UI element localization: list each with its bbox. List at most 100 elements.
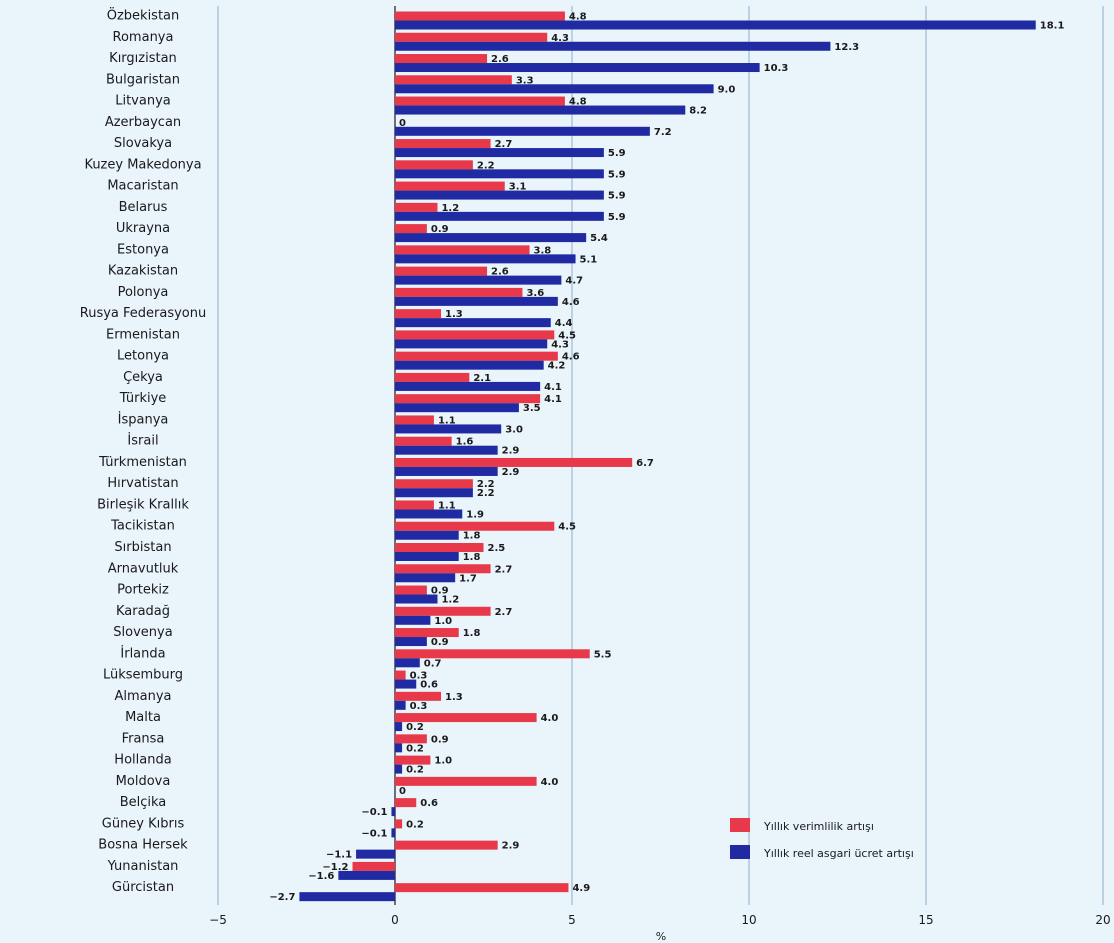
data-label: 7.2	[654, 127, 672, 138]
data-label: 1.8	[463, 531, 481, 542]
category-label: Belarus	[119, 200, 168, 215]
bar-wage	[395, 594, 438, 604]
bar-wage	[395, 615, 431, 625]
data-label: 5.9	[608, 212, 626, 223]
data-label: 1.8	[463, 552, 481, 563]
data-label: 1.3	[445, 692, 463, 703]
data-label: 4.5	[558, 522, 576, 533]
x-tick-label: 15	[918, 913, 933, 927]
bar-productivity	[395, 883, 569, 893]
data-label: 1.1	[438, 415, 456, 426]
category-label: Ermenistan	[106, 327, 180, 342]
bar-productivity	[395, 840, 498, 850]
bar-productivity	[395, 309, 442, 319]
category-label: Güney Kıbrıs	[102, 816, 185, 831]
data-label: 4.1	[544, 382, 562, 393]
category-label: Ukrayna	[116, 221, 170, 236]
bar-productivity	[395, 75, 512, 85]
data-label: 1.7	[459, 573, 477, 584]
bar-wage	[395, 658, 420, 668]
bar-wage	[395, 275, 562, 285]
category-label: Letonya	[117, 349, 169, 364]
data-label: 5.5	[594, 649, 612, 660]
data-label: −0.1	[361, 807, 387, 818]
bar-wage	[395, 424, 502, 434]
bar-productivity	[395, 139, 491, 149]
data-label: 0.9	[431, 637, 449, 648]
category-label: Malta	[125, 710, 161, 725]
category-label: Kuzey Makedonya	[84, 157, 201, 172]
bar-wage	[395, 339, 548, 349]
bar-productivity	[395, 287, 523, 297]
data-label: 5.9	[608, 169, 626, 180]
data-label: 3.0	[505, 424, 523, 435]
bar-wage	[338, 870, 395, 880]
data-label: 1.2	[441, 595, 459, 606]
bar-wage	[395, 722, 403, 732]
data-label: 4.1	[544, 394, 562, 405]
category-label: Türkiye	[119, 391, 167, 406]
category-label: Kırgızistan	[109, 51, 177, 66]
bar-productivity	[395, 11, 565, 21]
bar-productivity	[395, 54, 488, 64]
category-label: Hırvatistan	[107, 476, 178, 491]
category-label: Karadağ	[116, 604, 170, 619]
category-label: Lüksemburg	[103, 668, 183, 683]
category-label: İrlanda	[120, 645, 165, 661]
category-label: Litvanya	[115, 94, 171, 109]
data-label: 5.4	[590, 233, 608, 244]
bar-productivity	[395, 521, 555, 531]
data-label: 12.3	[834, 42, 859, 53]
data-label: 0.2	[406, 722, 424, 733]
data-label: 3.8	[534, 245, 552, 256]
bar-wage	[395, 148, 604, 158]
data-label: 2.9	[502, 467, 520, 478]
bar-productivity	[395, 713, 537, 723]
bar-productivity	[395, 96, 565, 106]
bar-wage	[395, 20, 1036, 30]
bar-wage	[395, 211, 604, 221]
bar-productivity	[395, 415, 434, 425]
data-label: 1.0	[434, 756, 452, 767]
data-label: 0.2	[406, 765, 424, 776]
data-label: 1.3	[445, 309, 463, 320]
data-label: 0.2	[406, 819, 424, 830]
bar-productivity	[395, 734, 427, 744]
data-label: 1.8	[463, 628, 481, 639]
legend-label-productivity: Yıllık verimlilik artışı	[763, 820, 874, 833]
bar-wage	[395, 509, 463, 519]
bar-productivity	[395, 479, 473, 489]
x-tick-label: −5	[209, 913, 227, 927]
data-label: 0.9	[431, 734, 449, 745]
bar-wage	[395, 254, 576, 264]
data-label: 2.5	[488, 543, 506, 554]
data-label: 5.9	[608, 191, 626, 202]
bar-wage	[395, 63, 760, 73]
bar-productivity	[395, 266, 488, 276]
data-label: 2.6	[491, 54, 509, 65]
bar-productivity	[395, 670, 406, 680]
bar-productivity	[395, 776, 537, 786]
category-label: Tacikistan	[110, 519, 175, 534]
bar-productivity	[395, 606, 491, 616]
data-label: 5.9	[608, 148, 626, 159]
bar-productivity	[395, 394, 541, 404]
bar-productivity	[395, 543, 484, 552]
data-label: 2.7	[495, 607, 513, 618]
category-label: Kazakistan	[108, 264, 178, 279]
data-label: 1.6	[456, 437, 474, 448]
x-tick-label: 20	[1095, 913, 1110, 927]
data-label: 5.1	[580, 254, 598, 265]
category-label: Estonya	[117, 242, 169, 257]
bar-wage	[395, 41, 831, 51]
data-label: 0.7	[424, 658, 442, 669]
data-label: 2.2	[477, 488, 495, 499]
data-label: 2.7	[495, 564, 513, 575]
data-label: 2.7	[495, 139, 513, 150]
data-label: 1.9	[466, 509, 484, 520]
bar-wage	[395, 403, 519, 413]
data-label: 0	[399, 786, 406, 797]
data-label: 0.3	[410, 701, 428, 712]
bar-wage	[395, 679, 417, 689]
bar-productivity	[352, 861, 395, 871]
